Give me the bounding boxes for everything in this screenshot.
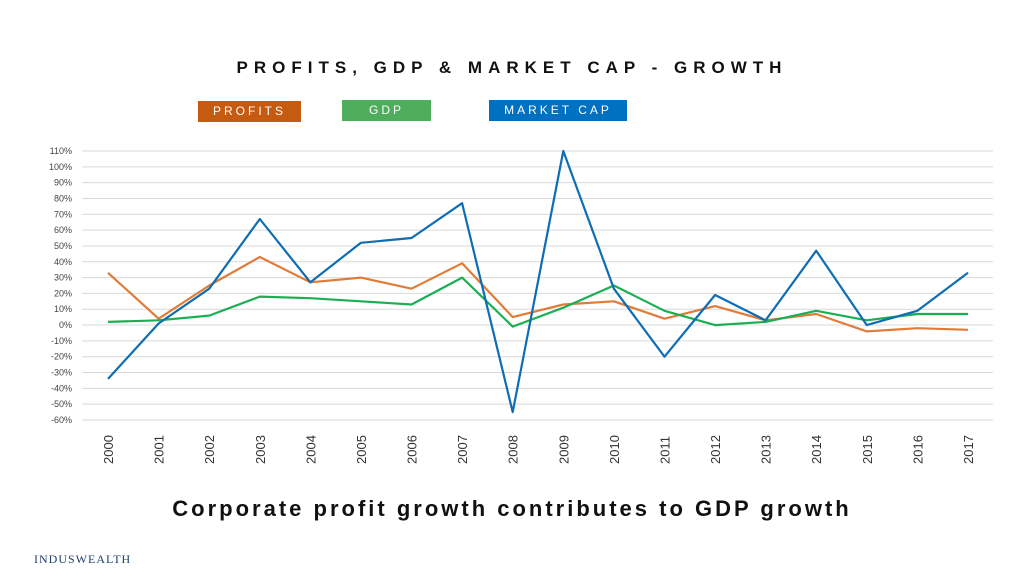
legend-profits: PROFITS <box>198 101 301 122</box>
line-chart: -60% -50% -40% -30% -20% -10% 0% 10% 20% 30% 40% 50… <box>49 146 993 464</box>
y-tick-label: -60% <box>51 415 72 425</box>
x-tick-label: 2013 <box>759 435 774 464</box>
y-tick-label: 20% <box>54 288 72 298</box>
x-tick-label: 2017 <box>961 435 976 464</box>
x-tick-label: 2011 <box>657 436 672 464</box>
x-tick-label: 2016 <box>910 435 925 464</box>
series-line-gdp <box>107 276 968 328</box>
x-tick-label: 2009 <box>556 435 571 464</box>
y-tick-label: -40% <box>51 383 72 393</box>
y-tick-label: 50% <box>54 241 72 251</box>
x-tick-label: 2008 <box>506 435 521 464</box>
series-line-profits <box>107 255 969 333</box>
x-axis-ticks: 2000 2001 2002 2003 2004 2005 2006 2007 2008 2009… <box>101 435 976 464</box>
y-tick-label: -30% <box>51 368 72 378</box>
x-tick-label: 2006 <box>405 435 420 464</box>
brand-logo: INDUSWEALTH <box>34 552 132 566</box>
series-line-market-cap <box>107 149 969 414</box>
y-tick-label: 10% <box>54 304 72 314</box>
x-tick-label: 2001 <box>152 435 167 464</box>
x-tick-label: 2003 <box>253 435 268 464</box>
x-tick-label: 2000 <box>101 435 116 464</box>
y-axis-ticks: -60% -50% -40% -30% -20% -10% 0% 10% 20% 30% 40% 50… <box>49 146 72 425</box>
x-tick-label: 2014 <box>809 435 824 464</box>
x-tick-label: 2012 <box>708 435 723 464</box>
legend-gdp: GDP <box>342 100 431 121</box>
x-tick-label: 2015 <box>860 435 875 464</box>
y-tick-label: -20% <box>51 352 72 362</box>
y-tick-label: 90% <box>54 178 72 188</box>
y-tick-label: -50% <box>51 399 72 409</box>
y-tick-label: 100% <box>49 162 72 172</box>
y-tick-label: 0% <box>59 320 72 330</box>
series-lines <box>107 149 969 414</box>
slide-title: PROFITS, GDP & MARKET CAP - GROWTH <box>236 58 788 77</box>
y-tick-label: 70% <box>54 209 72 219</box>
y-tick-label: 40% <box>54 257 72 267</box>
x-tick-label: 2002 <box>202 435 217 464</box>
y-tick-label: 30% <box>54 273 72 283</box>
x-tick-label: 2005 <box>354 435 369 464</box>
x-tick-label: 2007 <box>455 435 470 464</box>
legend-market-cap: MARKET CAP <box>489 100 627 121</box>
y-tick-label: 60% <box>54 225 72 235</box>
x-tick-label: 2004 <box>303 435 318 464</box>
slide-subtitle: Corporate profit growth contributes to G… <box>172 496 852 521</box>
grid-lines <box>82 150 993 421</box>
y-tick-label: -10% <box>51 336 72 346</box>
y-tick-label: 110% <box>50 146 72 156</box>
x-tick-label: 2010 <box>607 435 622 464</box>
y-tick-label: 80% <box>54 193 72 203</box>
